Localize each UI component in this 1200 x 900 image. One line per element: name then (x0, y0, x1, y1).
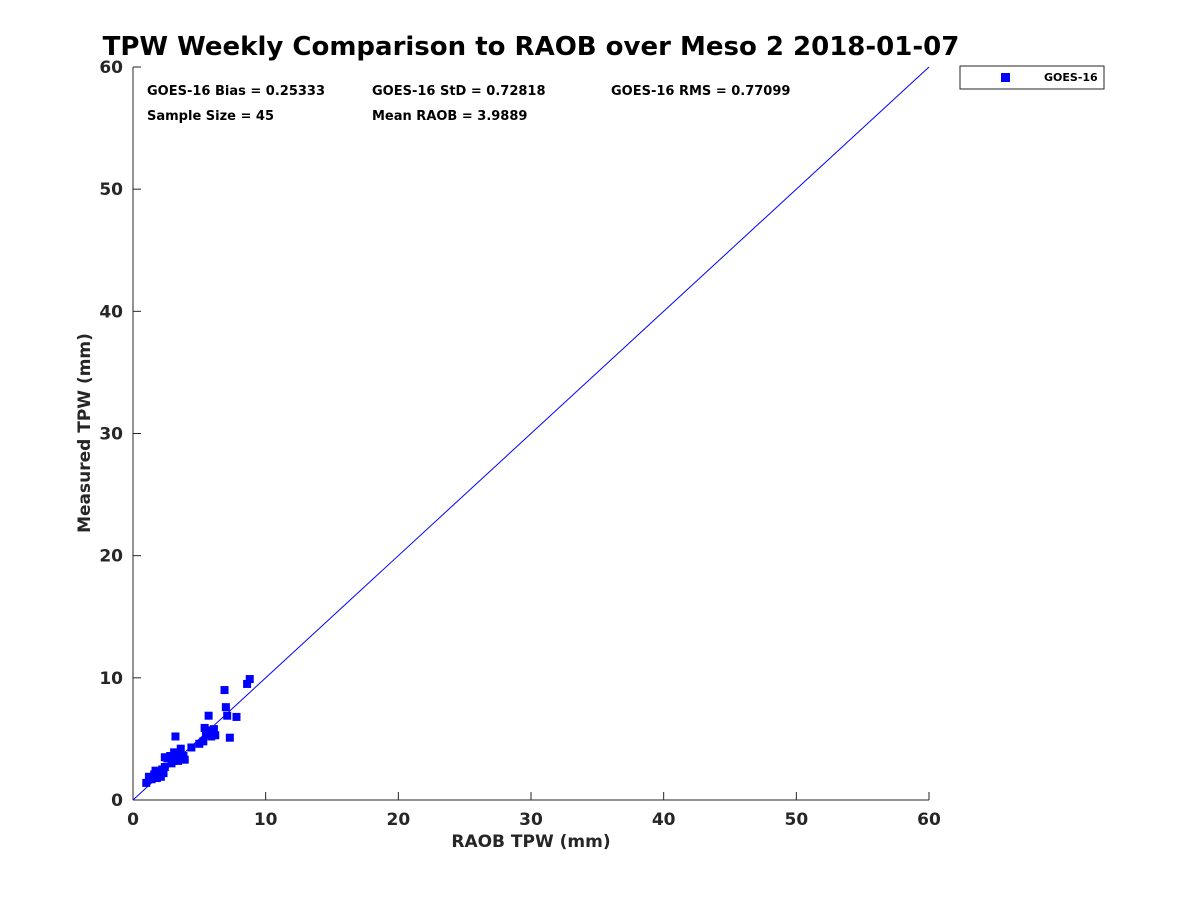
chart-title: TPW Weekly Comparison to RAOB over Meso … (103, 32, 960, 62)
axes: 0 10 20 30 40 50 60 0 10 20 30 40 50 60 (99, 58, 941, 830)
y-tick-label: 50 (99, 180, 123, 200)
y-tick-label: 30 (99, 425, 123, 445)
data-point (175, 752, 184, 761)
legend-label-goes16: GOES-16 (1044, 71, 1098, 84)
legend: GOES-16 (959, 65, 1105, 90)
x-tick-label: 50 (784, 810, 808, 830)
data-point (221, 703, 230, 712)
legend-box (959, 65, 1105, 90)
x-tick-label: 60 (917, 810, 941, 830)
data-point (211, 731, 220, 740)
data-point (199, 737, 208, 746)
data-point (171, 732, 180, 741)
one-to-one-reference-line (132, 66, 930, 801)
y-axis-label: Measured TPW (mm) (75, 333, 95, 533)
y-tick-label: 60 (99, 58, 123, 78)
data-points (142, 675, 254, 787)
x-tick-label: 10 (254, 810, 278, 830)
data-point (204, 711, 213, 720)
y-tick-label: 0 (111, 791, 123, 811)
stat-bias: GOES-16 Bias = 0.25333 (147, 84, 325, 99)
data-point (223, 711, 232, 720)
stats-annotations: GOES-16 Bias = 0.25333 GOES-16 StD = 0.7… (147, 84, 790, 124)
y-ticks: 0 10 20 30 40 50 60 (99, 58, 141, 811)
legend-marker-square (1001, 73, 1010, 82)
stat-mean-raob: Mean RAOB = 3.9889 (372, 109, 527, 124)
data-point (220, 686, 229, 695)
data-point (187, 743, 196, 752)
x-ticks: 0 10 20 30 40 50 60 (127, 792, 941, 830)
x-tick-label: 40 (652, 810, 676, 830)
data-point (159, 769, 168, 778)
x-tick-label: 0 (127, 810, 139, 830)
data-point (147, 775, 156, 784)
x-tick-label: 20 (386, 810, 410, 830)
data-point (170, 748, 179, 757)
data-point (200, 723, 209, 732)
data-point (180, 755, 189, 764)
data-point (176, 744, 185, 753)
data-point (142, 778, 151, 787)
data-point (225, 733, 234, 742)
data-point (245, 675, 254, 684)
stat-std: GOES-16 StD = 0.72818 (372, 84, 546, 99)
x-tick-label: 30 (519, 810, 543, 830)
data-point (160, 763, 169, 772)
y-tick-label: 40 (99, 302, 123, 322)
y-tick-label: 10 (99, 669, 123, 689)
data-point (243, 679, 252, 688)
stat-sample-size: Sample Size = 45 (147, 109, 274, 124)
x-axis-label: RAOB TPW (mm) (451, 832, 610, 852)
stat-rms: GOES-16 RMS = 0.77099 (611, 84, 790, 99)
y-tick-label: 20 (99, 547, 123, 567)
data-point (209, 725, 218, 734)
data-point (232, 712, 241, 721)
